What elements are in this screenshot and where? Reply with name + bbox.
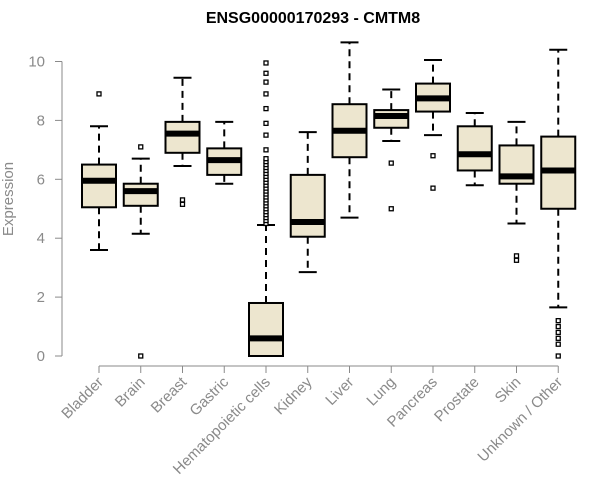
y-tick-label: 10 [28, 54, 45, 71]
x-tick-label: Breast [148, 373, 191, 416]
outlier-point [179, 201, 186, 207]
box-unknown-other [540, 48, 577, 359]
x-tick-label: Bladder [58, 374, 107, 423]
y-tick-label: 6 [37, 171, 45, 188]
outlier-point [513, 253, 520, 259]
x-tick-label: Skin [492, 374, 525, 407]
outlier-point [555, 318, 561, 324]
boxes-group [81, 41, 577, 359]
y-axis: 0 2 4 6 8 10 [28, 54, 63, 365]
y-tick-label: 4 [37, 230, 45, 247]
outlier-point [263, 79, 269, 85]
box-bladder [81, 91, 117, 251]
x-tick-label: Kidney [271, 373, 316, 418]
outlier-point [388, 160, 394, 166]
outlier-point [430, 185, 436, 191]
outlier-point [555, 329, 561, 336]
iqr-box [164, 120, 201, 154]
box-skin [498, 120, 535, 263]
iqr-box [122, 182, 159, 207]
outlier-point [388, 206, 394, 212]
outlier-point [179, 197, 186, 203]
y-tick-label: 0 [37, 348, 45, 365]
outlier-point [263, 105, 269, 112]
box-brain [122, 144, 159, 359]
box-hematopoietic-cells [248, 60, 284, 357]
outlier-point [263, 91, 269, 97]
box-kidney [289, 131, 326, 274]
chart-title: ENSG00000170293 - CMTM8 [206, 10, 420, 27]
outlier-point [263, 147, 269, 153]
outlier-point [555, 335, 561, 341]
box-lung [373, 88, 410, 212]
box-gastric [206, 120, 243, 185]
outlier-point [263, 70, 269, 76]
outlier-point [263, 156, 269, 162]
iqr-box [248, 301, 284, 357]
outlier-point [513, 257, 520, 263]
x-tick-label: Liver [322, 374, 357, 409]
outlier-point [555, 323, 561, 330]
outlier-point [263, 120, 269, 126]
y-axis-label: Expression [0, 162, 17, 236]
x-tick-label: Lung [363, 374, 399, 410]
outlier-point [138, 144, 144, 150]
outlier-point [555, 341, 561, 347]
outlier-point [555, 353, 561, 359]
iqr-box [289, 173, 326, 238]
iqr-box [81, 163, 117, 209]
box-prostate [456, 112, 493, 187]
outlier-point [263, 60, 269, 66]
outlier-point [96, 91, 102, 97]
box-breast [164, 76, 201, 207]
x-tick-label: Prostate [431, 374, 483, 426]
iqr-box [456, 125, 493, 172]
x-tick-label: Brain [112, 374, 149, 411]
outlier-point [138, 353, 144, 359]
y-tick-label: 8 [37, 112, 45, 129]
outlier-point [430, 153, 436, 159]
box-liver [331, 41, 368, 219]
outlier-point [263, 132, 269, 138]
box-pancreas [415, 59, 451, 191]
y-tick-label: 2 [37, 289, 45, 306]
